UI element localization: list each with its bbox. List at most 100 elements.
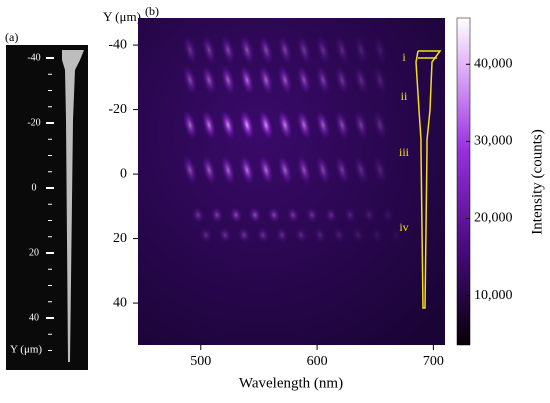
annotation: i bbox=[402, 50, 406, 64]
colorbar-label: Intensity (counts) bbox=[529, 129, 545, 234]
y-tick-label: -40 bbox=[27, 52, 40, 63]
heatmap-spot bbox=[335, 65, 349, 95]
heatmap-spot bbox=[240, 65, 254, 95]
heatmap-spot bbox=[202, 35, 216, 65]
heatmap-spot bbox=[221, 155, 235, 185]
heatmap-spot bbox=[183, 155, 197, 185]
y-tick-label: -20 bbox=[108, 102, 127, 117]
annotation: iv bbox=[399, 220, 408, 234]
heatmap-spot bbox=[202, 155, 216, 185]
x-tick-label: 500 bbox=[190, 354, 211, 369]
heatmap-spots bbox=[183, 35, 403, 243]
heatmap-spot bbox=[313, 227, 327, 243]
taper-outline bbox=[415, 50, 442, 309]
y-tick-label: 20 bbox=[113, 231, 127, 246]
heatmap-spot bbox=[354, 110, 368, 140]
annotation: ii bbox=[401, 89, 408, 103]
colorbar-tick-label: 40,000 bbox=[474, 56, 513, 71]
heatmap bbox=[138, 18, 445, 345]
heatmap-spot bbox=[202, 110, 216, 140]
heatmap-spot bbox=[278, 110, 292, 140]
colorbar bbox=[456, 17, 471, 346]
heatmap-spot bbox=[183, 110, 197, 140]
heatmap-spot bbox=[229, 207, 243, 223]
heatmap-spot bbox=[294, 227, 308, 243]
y-axis-label: Y (μm) bbox=[10, 344, 42, 356]
heatmap-spot bbox=[335, 35, 349, 65]
colorbar-tick-label: 30,000 bbox=[474, 134, 513, 149]
heatmap-spot bbox=[256, 227, 270, 243]
heatmap-spot bbox=[259, 35, 273, 65]
heatmap-spot bbox=[373, 35, 387, 65]
panel-label: (b) bbox=[145, 4, 159, 18]
heatmap-spot bbox=[305, 207, 319, 223]
heatmap-spot bbox=[240, 35, 254, 65]
y-tick-label: -20 bbox=[27, 117, 40, 128]
heatmap-spot bbox=[183, 65, 197, 95]
heatmap-spot bbox=[389, 227, 403, 243]
x-axis-label: Wavelength (nm) bbox=[239, 375, 343, 391]
y-axis-label: Y (μm) bbox=[103, 9, 141, 24]
heatmap-spot bbox=[373, 155, 387, 185]
heatmap-spot bbox=[362, 207, 376, 223]
sem-taper bbox=[62, 50, 84, 362]
y-tick-label: 20 bbox=[29, 247, 39, 258]
heatmap-spot bbox=[316, 110, 330, 140]
heatmap-spot bbox=[259, 65, 273, 95]
x-tick-label: 600 bbox=[307, 354, 328, 369]
heatmap-spot bbox=[259, 110, 273, 140]
heatmap-spot bbox=[259, 155, 273, 185]
heatmap-spot bbox=[335, 155, 349, 185]
heatmap-spot bbox=[343, 207, 357, 223]
heatmap-spot bbox=[218, 227, 232, 243]
heatmap-spot bbox=[183, 35, 197, 65]
heatmap-spot bbox=[316, 35, 330, 65]
heatmap-spot bbox=[297, 155, 311, 185]
heatmap-spot bbox=[286, 207, 300, 223]
heatmap-spot bbox=[210, 207, 224, 223]
heatmap-spot bbox=[278, 65, 292, 95]
heatmap-spot bbox=[354, 35, 368, 65]
colorbar-tick-label: 10,000 bbox=[474, 288, 513, 303]
heatmap-spot bbox=[324, 207, 338, 223]
heatmap-spot bbox=[237, 227, 251, 243]
heatmap-spot bbox=[373, 65, 387, 95]
heatmap-spot bbox=[202, 65, 216, 95]
heatmap-spot bbox=[373, 110, 387, 140]
colorbar-tick-label: 20,000 bbox=[474, 211, 513, 226]
heatmap-spot bbox=[240, 155, 254, 185]
y-tick-label: 40 bbox=[113, 295, 127, 310]
heatmap-spot bbox=[221, 65, 235, 95]
sem-image bbox=[6, 45, 88, 370]
heatmap-spot bbox=[351, 227, 365, 243]
heatmap-spot bbox=[381, 207, 395, 223]
panel-label: (a) bbox=[5, 30, 18, 44]
heatmap-spot bbox=[221, 35, 235, 65]
heatmap-spot bbox=[267, 207, 281, 223]
heatmap-spot bbox=[221, 110, 235, 140]
heatmap-spot bbox=[191, 207, 205, 223]
heatmap-spot bbox=[297, 35, 311, 65]
heatmap-spot bbox=[316, 65, 330, 95]
y-tick-label: 0 bbox=[32, 182, 37, 193]
heatmap-spot bbox=[275, 227, 289, 243]
heatmap-spot bbox=[199, 227, 213, 243]
annotation: iii bbox=[399, 145, 410, 159]
heatmap-spot bbox=[278, 155, 292, 185]
heatmap-spot bbox=[335, 110, 349, 140]
heatmap-spot bbox=[370, 227, 384, 243]
y-tick-label: 40 bbox=[29, 312, 39, 323]
heatmap-spot bbox=[297, 110, 311, 140]
heatmap-spot bbox=[354, 65, 368, 95]
heatmap-spot bbox=[278, 35, 292, 65]
y-tick-label: 0 bbox=[120, 166, 127, 181]
heatmap-spot bbox=[240, 110, 254, 140]
heatmap-spot bbox=[354, 155, 368, 185]
heatmap-spot bbox=[297, 65, 311, 95]
heatmap-spot bbox=[316, 155, 330, 185]
x-tick-label: 700 bbox=[423, 354, 444, 369]
y-tick-label: -40 bbox=[108, 37, 127, 52]
heatmap-spot bbox=[332, 227, 346, 243]
heatmap-spot bbox=[248, 207, 262, 223]
